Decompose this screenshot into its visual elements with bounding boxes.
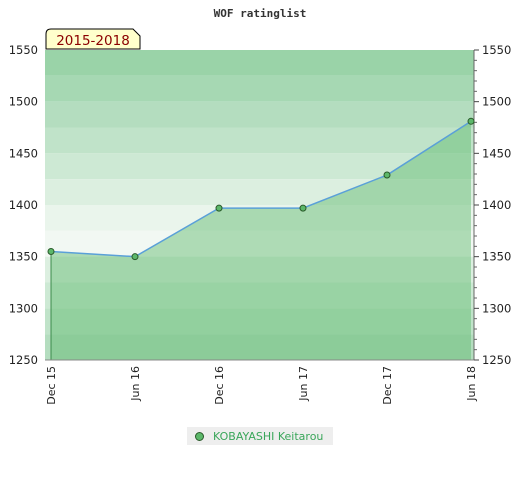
data-points — [47, 117, 475, 261]
legend-label: KOBAYASHI Keitarou — [213, 429, 324, 443]
grid-band — [45, 75, 474, 102]
chart-title: WOF ratinglist — [214, 7, 307, 20]
data-point — [467, 117, 475, 125]
x-axis: Dec 15 Jun 16 Dec 16 Jun 17 Dec 17 Jun 18 — [45, 366, 478, 405]
grid-band — [45, 334, 474, 360]
data-point — [299, 204, 307, 212]
grid-band — [45, 127, 474, 154]
grid-band — [45, 101, 474, 128]
legend-marker-icon — [195, 431, 204, 441]
data-point — [215, 204, 223, 212]
y-tick-label-left: 1550 — [9, 43, 38, 57]
data-point — [383, 171, 391, 179]
y-tick-label-left: 1400 — [9, 198, 38, 212]
x-tick-label: Jun 16 — [129, 366, 142, 402]
y-tick-label-left: 1500 — [9, 95, 38, 109]
x-tick-label: Dec 16 — [213, 366, 226, 405]
grid-band — [45, 153, 474, 180]
grid-band — [45, 205, 474, 231]
grid-band — [45, 179, 474, 205]
period-badge: 2015-2018 — [45, 28, 141, 50]
legend: KOBAYASHI Keitarou — [187, 427, 333, 445]
y-tick-label-right: 1450 — [482, 146, 511, 160]
x-tick-label: Dec 15 — [45, 366, 58, 405]
grid-band — [45, 308, 474, 335]
y-tick-label-left: 1450 — [9, 146, 38, 160]
data-point — [47, 248, 55, 255]
y-axis-left: 1250 1300 1350 1400 1450 1500 1550 — [9, 43, 38, 367]
y-tick-label-left: 1350 — [9, 250, 38, 264]
series-line — [50, 120, 472, 258]
y-tick-label-left: 1300 — [9, 301, 38, 315]
grid-band — [45, 256, 474, 283]
y-tick-label-left: 1250 — [9, 353, 38, 367]
area-layer — [50, 120, 472, 360]
y-tick-label-right: 1550 — [482, 43, 511, 57]
data-point — [131, 253, 139, 261]
grid-band — [45, 282, 474, 309]
period-badge-box — [45, 28, 141, 50]
x-tick-label: Jun 18 — [465, 366, 478, 402]
grid-band — [45, 50, 474, 76]
y-tick-label-right: 1500 — [482, 95, 511, 109]
y-axis-right: 1250 1300 1350 1400 1450 1500 1550 — [474, 43, 511, 367]
y-tick-label-right: 1250 — [482, 353, 511, 367]
background-bands — [45, 50, 474, 360]
series-area — [51, 121, 471, 360]
grid-band — [45, 230, 474, 257]
y-tick-label-right: 1350 — [482, 250, 511, 264]
x-tick-label: Dec 17 — [381, 366, 394, 405]
period-label: 2015-2018 — [56, 33, 130, 49]
y-tick-label-right: 1300 — [482, 301, 511, 315]
y-tick-label-right: 1400 — [482, 198, 511, 212]
x-tick-label: Jun 17 — [297, 366, 310, 402]
